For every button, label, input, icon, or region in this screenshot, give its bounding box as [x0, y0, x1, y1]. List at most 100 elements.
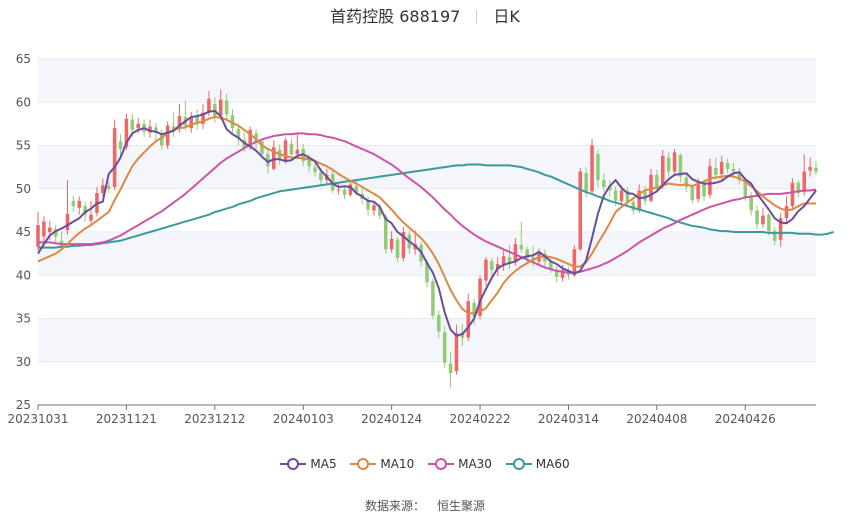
candle[interactable] [808, 157, 812, 177]
candle[interactable] [189, 111, 194, 133]
candle[interactable] [95, 187, 99, 217]
candle[interactable] [372, 200, 376, 216]
legend-item-ma30[interactable]: MA30 [428, 457, 492, 471]
candle[interactable] [454, 324, 459, 375]
legend-item-ma5[interactable]: MA5 [280, 457, 337, 471]
candle[interactable] [714, 157, 718, 181]
candle[interactable] [101, 178, 105, 197]
candle[interactable] [401, 226, 406, 262]
candle[interactable] [224, 93, 229, 122]
candle[interactable] [778, 212, 783, 247]
candle[interactable] [543, 249, 547, 267]
candle-body [814, 167, 818, 172]
candle[interactable] [201, 103, 205, 130]
candle[interactable] [802, 154, 806, 196]
candle-body [112, 128, 117, 188]
candle[interactable] [484, 257, 488, 286]
line-ma5[interactable] [37, 109, 817, 337]
candle[interactable] [761, 207, 765, 228]
y-axis: 25 30 35 40 45 50 55 60 65 [16, 52, 31, 412]
candle-body [737, 171, 742, 181]
candle[interactable] [283, 137, 288, 164]
candle[interactable] [814, 161, 818, 175]
candle[interactable] [395, 237, 400, 263]
candle[interactable] [271, 140, 276, 171]
candle[interactable] [554, 265, 559, 283]
legend-item-ma60[interactable]: MA60 [505, 457, 570, 471]
candle[interactable] [660, 149, 665, 189]
candle[interactable] [112, 119, 117, 191]
candle-body [307, 160, 311, 167]
candle[interactable] [495, 257, 500, 277]
line-ma60[interactable] [38, 163, 834, 249]
candle[interactable] [289, 138, 294, 159]
candle[interactable] [790, 178, 795, 210]
candle[interactable] [260, 138, 264, 159]
candle[interactable] [596, 149, 600, 188]
candle[interactable] [442, 326, 447, 368]
candle[interactable] [71, 195, 76, 213]
candle[interactable] [490, 257, 494, 279]
candle[interactable] [183, 100, 188, 130]
candle[interactable] [437, 310, 441, 339]
candle[interactable] [602, 173, 606, 193]
candle[interactable] [53, 225, 58, 243]
candle[interactable] [666, 152, 671, 177]
candle[interactable] [631, 197, 636, 215]
candle[interactable] [472, 298, 476, 326]
candle[interactable] [336, 183, 341, 195]
candle[interactable] [106, 181, 111, 194]
candle-body [160, 133, 164, 146]
legend-marker-ma5 [280, 458, 307, 470]
candle[interactable] [218, 89, 223, 120]
candle[interactable] [684, 173, 689, 193]
candle-body [484, 259, 488, 281]
candle[interactable] [772, 226, 777, 245]
candle[interactable] [431, 278, 435, 320]
candle[interactable] [171, 112, 176, 137]
candle[interactable] [148, 119, 152, 138]
candle[interactable] [165, 121, 170, 149]
legend-item-ma10[interactable]: MA10 [350, 457, 414, 471]
candle[interactable] [466, 293, 471, 341]
candle[interactable] [678, 153, 683, 183]
candle[interactable] [737, 167, 742, 185]
chart-header: 首药控股 688197 日K [0, 6, 850, 28]
candle[interactable] [383, 213, 388, 254]
legend[interactable]: MA5 MA10 MA30 MA60 [0, 457, 850, 471]
candle[interactable] [389, 231, 394, 253]
candle[interactable] [607, 180, 612, 197]
candle[interactable] [796, 180, 801, 198]
candle[interactable] [725, 158, 730, 174]
candle[interactable] [767, 212, 771, 236]
candle[interactable] [755, 206, 759, 230]
candle[interactable] [448, 352, 453, 388]
candle[interactable] [342, 187, 347, 200]
candle[interactable] [89, 200, 93, 224]
grid-band [38, 59, 816, 103]
moving-average-lines[interactable] [37, 109, 834, 337]
candle[interactable] [672, 148, 677, 176]
y-tick-label: 50 [16, 182, 31, 196]
candle[interactable] [507, 244, 512, 270]
candle[interactable] [690, 184, 694, 204]
candle[interactable] [572, 244, 577, 277]
candle[interactable] [578, 167, 583, 252]
candle[interactable] [590, 138, 594, 194]
candle-body [607, 186, 612, 191]
candle-body [743, 180, 748, 197]
candle[interactable] [36, 212, 40, 252]
candle-body [690, 187, 694, 200]
candle[interactable] [313, 161, 317, 177]
candle[interactable] [501, 249, 506, 271]
candle[interactable] [195, 109, 199, 130]
candle[interactable] [118, 134, 123, 156]
candle[interactable] [77, 196, 82, 215]
candle-body [672, 152, 677, 172]
line-ma30[interactable] [38, 132, 817, 274]
x-tick-label: 20240103 [273, 412, 334, 426]
candle[interactable] [236, 125, 241, 146]
chart-title: 首药控股 688197 [330, 7, 461, 26]
candle-body [431, 281, 435, 316]
candle[interactable] [519, 221, 524, 253]
